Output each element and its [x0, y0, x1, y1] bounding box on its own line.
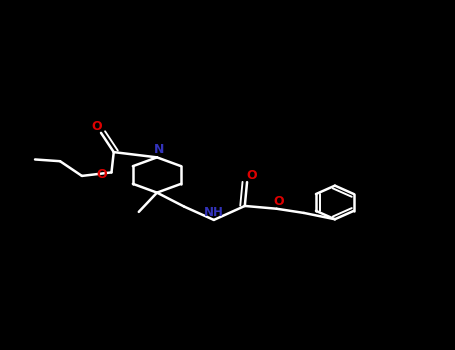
- Text: O: O: [273, 195, 284, 208]
- Text: O: O: [246, 169, 257, 182]
- Text: O: O: [91, 120, 102, 133]
- Text: O: O: [96, 168, 107, 181]
- Text: NH: NH: [204, 206, 224, 219]
- Text: N: N: [154, 143, 164, 156]
